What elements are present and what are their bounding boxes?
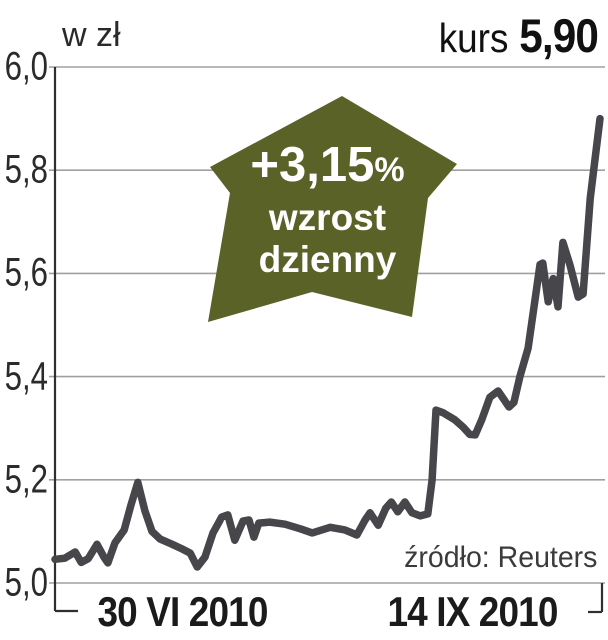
axis-frame: [53, 67, 604, 614]
y-axis-tick-label: 5,4: [4, 354, 48, 399]
badge-caption-line2: dzienny: [258, 239, 397, 280]
badge-change-percent: +3,15%: [205, 141, 450, 190]
price-line-series: [51, 114, 604, 571]
y-axis-tick-label: 6,0: [4, 44, 48, 89]
current-price: kurs 5,90: [438, 8, 599, 63]
badge-change-value: +3,15: [250, 138, 375, 192]
y-axis-tick-label: 5,2: [4, 457, 48, 502]
y-axis-tick-label: 5,8: [4, 147, 48, 192]
x-axis-label-end: 14 IX 2010: [387, 588, 558, 635]
badge-caption-line1: wzrost: [268, 197, 387, 238]
price-value: 5,90: [519, 9, 599, 62]
growth-up-arrow-icon: [208, 96, 457, 322]
price-label: kurs: [438, 15, 509, 61]
y-axis-tick-label: 5,0: [4, 560, 48, 605]
y-axis-unit-label: w zł: [62, 16, 121, 54]
growth-badge: +3,15% wzrost dzienny: [205, 141, 450, 280]
badge-percent-sign: %: [374, 151, 405, 189]
x-axis-label-start: 30 VI 2010: [97, 588, 268, 635]
y-axis-tick-label: 5,6: [4, 250, 48, 295]
source-note: źródło: Reuters: [403, 541, 597, 574]
